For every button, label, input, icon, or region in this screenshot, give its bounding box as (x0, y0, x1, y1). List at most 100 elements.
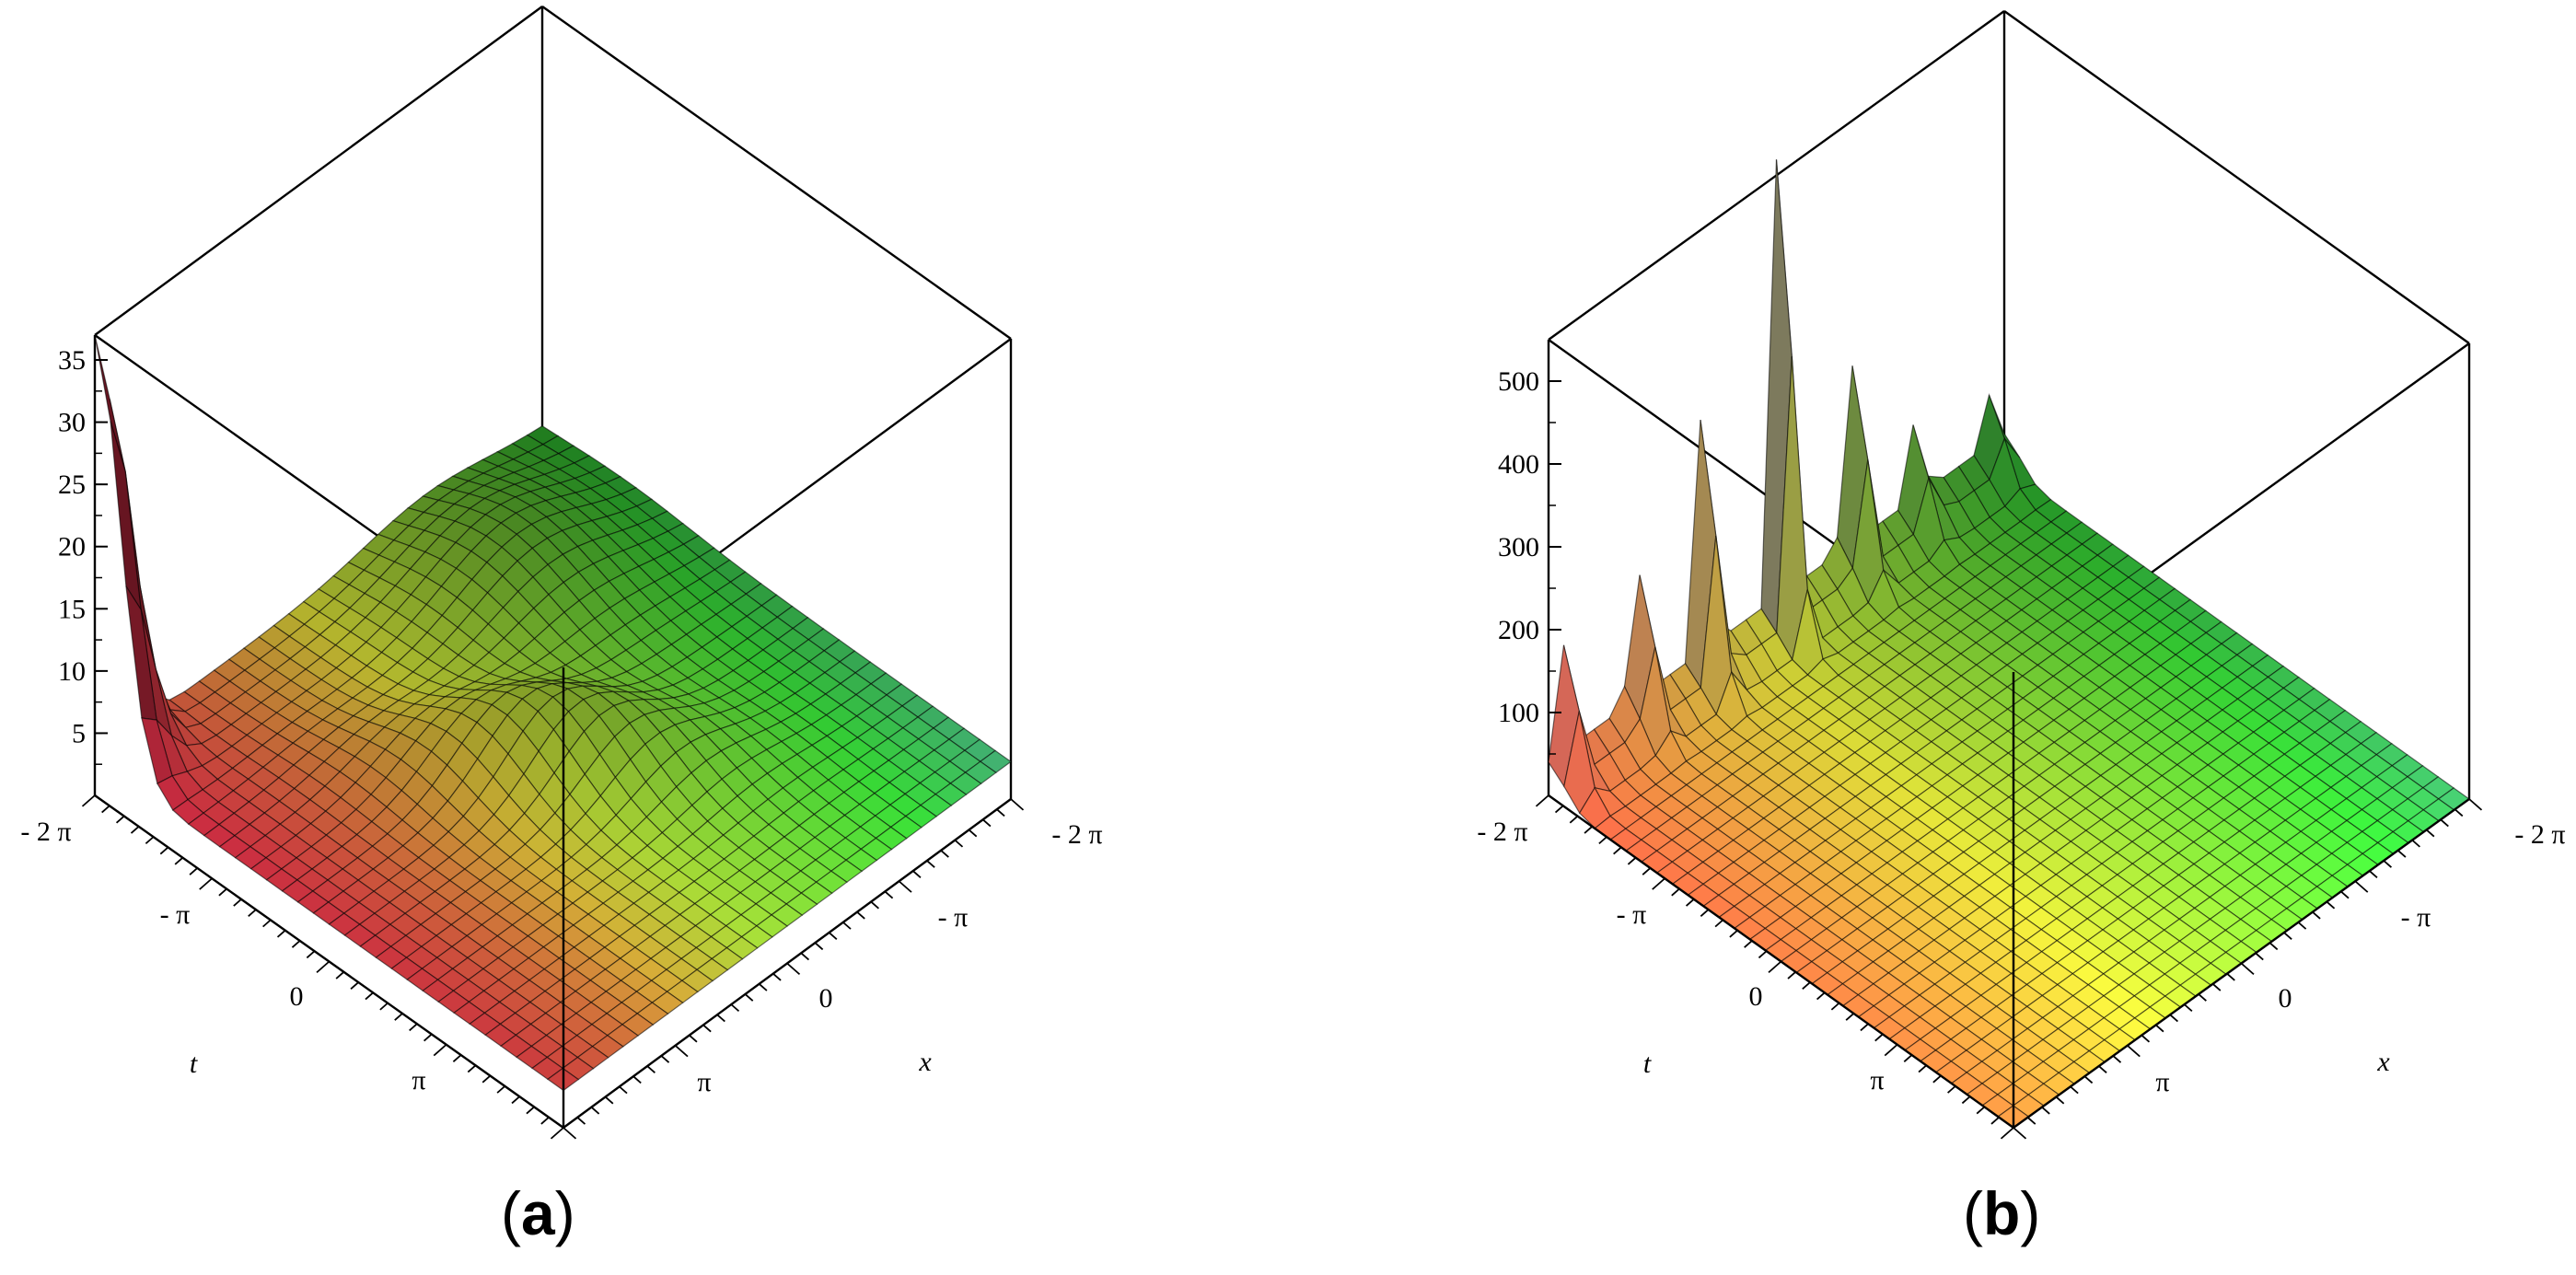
x-tick (2184, 1003, 2193, 1013)
x-tick (716, 1014, 725, 1023)
t-tick (394, 1013, 403, 1021)
t-tick (101, 805, 110, 814)
t-tick (511, 1095, 520, 1105)
x-tick (674, 1045, 689, 1058)
x-tick (2340, 890, 2350, 899)
t-tick (540, 1117, 550, 1125)
z-tick-label: 500 (1498, 366, 1539, 397)
t-tick (316, 960, 331, 974)
t-tick (482, 1074, 492, 1084)
x-tick (884, 890, 894, 899)
x-tick (2255, 952, 2264, 961)
z-axis: 5 10 15 20 25 30 35 (58, 345, 108, 765)
x-tick (689, 1034, 698, 1043)
t-tick (1918, 1064, 1927, 1073)
box-edge-top-left (94, 6, 543, 336)
caption-a: (a) (501, 1179, 575, 1247)
t-tick (1729, 929, 1738, 938)
t-tick (1714, 919, 1723, 928)
x-tick (772, 972, 782, 981)
t-tick (291, 940, 301, 948)
caption-b: (b) (1963, 1179, 2041, 1247)
box-edge-top-right (541, 6, 1012, 340)
x-tick-label: 0 (2279, 983, 2292, 1014)
t-tick (1990, 1117, 2000, 1125)
x-tick (2127, 1045, 2141, 1058)
t-tick (189, 867, 198, 875)
t-tick (1584, 826, 1593, 834)
t-tick (1569, 815, 1579, 824)
t-tick (409, 1023, 418, 1032)
x-axis-label: x (918, 1047, 932, 1077)
t-tick (115, 815, 125, 824)
t-tick (1976, 1106, 1986, 1115)
t-tick (276, 929, 286, 938)
x-tick (2055, 1095, 2065, 1105)
x-tick (2297, 921, 2307, 930)
t-tick (1613, 846, 1622, 855)
x-tick (2411, 839, 2420, 848)
t-axis-label: t (190, 1049, 198, 1079)
x-tick (2169, 1014, 2179, 1023)
surface-mesh (94, 334, 1013, 1092)
x-tick (856, 911, 865, 920)
t-tick (174, 857, 184, 865)
x-tick (2198, 993, 2207, 1002)
x-tick (968, 829, 978, 838)
t-tick (1884, 1044, 1898, 1057)
z-tick-label: 30 (58, 408, 86, 438)
x-tick (590, 1107, 600, 1115)
t-tick-label: - π (160, 899, 191, 930)
x-tick (2283, 932, 2292, 940)
x-tick (2070, 1085, 2079, 1095)
t-tick (550, 1127, 564, 1140)
t-tick (467, 1064, 477, 1073)
x-tick (870, 900, 879, 910)
x-tick (898, 880, 912, 893)
x-tick (2098, 1065, 2107, 1073)
surface-patch (94, 334, 126, 472)
z-tick-label: 10 (58, 656, 86, 687)
x-tick-label: 0 (819, 983, 833, 1014)
x-axis-label: x (2376, 1047, 2390, 1077)
x-tick (786, 962, 801, 976)
z-tick-label: 20 (58, 532, 86, 562)
z-tick-label: 100 (1498, 698, 1539, 728)
x-tick-label: - 2 π (1051, 819, 1102, 850)
x-tick (842, 921, 852, 930)
z-tick-label: 15 (58, 594, 86, 624)
x-tick (759, 983, 768, 991)
x-tick-label: - π (938, 902, 969, 933)
t-tick (1932, 1074, 1942, 1084)
x-tick (996, 808, 1005, 817)
surface-patch (110, 421, 142, 610)
t-tick (1627, 857, 1637, 865)
z-axis: 100 200 300 400 500 (1498, 366, 1561, 755)
x-tick (660, 1055, 670, 1063)
t-tick-label: 0 (290, 981, 304, 1012)
t-tick (81, 794, 96, 807)
x-tick (2312, 911, 2321, 920)
surface-plot-a: 5 10 15 20 25 30 35 - 2 π - π 0 π t - 2 π - π 0 π x (20, 6, 1103, 1140)
t-tick (159, 846, 169, 855)
t-tick (2000, 1127, 2014, 1140)
t-tick (1768, 960, 1782, 974)
x-tick (2226, 972, 2235, 981)
t-tick (433, 1044, 447, 1057)
x-tick (954, 839, 964, 848)
x-tick (2354, 880, 2369, 893)
x-axis: - 2 π - π 0 π x (563, 798, 1103, 1140)
t-tick (233, 898, 242, 907)
t-tick (262, 919, 272, 928)
t-tick (1947, 1085, 1956, 1094)
x-axis: - 2 π - π 0 π x (2013, 798, 2566, 1140)
x-tick (982, 818, 992, 828)
t-axis-label: t (1643, 1049, 1652, 1079)
t-tick (1830, 1002, 1840, 1011)
x-tick (604, 1095, 614, 1105)
x-tick (814, 942, 824, 951)
z-tick-label: 200 (1498, 615, 1539, 645)
t-tick-label: 0 (1749, 981, 1763, 1012)
t-tick-label: π (1870, 1065, 1884, 1095)
t-tick (1787, 971, 1796, 979)
